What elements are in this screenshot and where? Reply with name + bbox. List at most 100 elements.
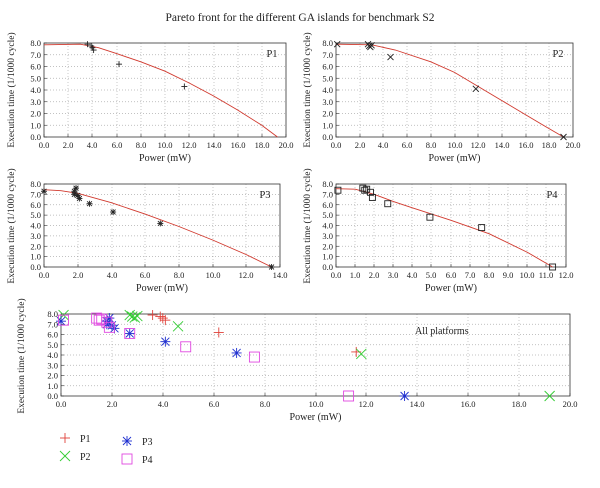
- data-point: [549, 263, 557, 271]
- x-tick-label: 4.0: [87, 140, 98, 150]
- panel-label: P2: [552, 49, 563, 60]
- data-point: [103, 321, 115, 333]
- data-point: [73, 185, 80, 192]
- y-tick-label: 1.0: [322, 252, 333, 262]
- marker-stroke: [343, 390, 355, 402]
- x-tick-label: 12.0: [359, 399, 374, 409]
- marker-stroke: [544, 390, 555, 402]
- x-tick-label: 2.0: [73, 270, 84, 280]
- y-tick-label: 5.0: [322, 210, 333, 220]
- x-tick-label: 3.0: [388, 270, 399, 280]
- marker-stroke: [125, 329, 135, 338]
- data-point: [544, 390, 555, 402]
- marker-stroke: [172, 320, 184, 332]
- y-axis-label: Execution time (1/1000 cycle): [6, 168, 17, 283]
- data-point: [86, 200, 93, 207]
- y-tick-label: 1.0: [322, 120, 333, 130]
- legend-item-p3: P3: [122, 436, 153, 448]
- chart-panel-3: 0.0 2.0 4.0 6.0 8.0 10.0 12.0 14.00.01.02.03.04…: [6, 168, 287, 294]
- x-tick-label: 6.0: [140, 270, 151, 280]
- marker-stroke: [549, 263, 557, 271]
- data-point: [147, 310, 158, 321]
- x-tick-label: 0.0: [331, 140, 342, 150]
- data-point: [248, 351, 260, 363]
- series-p3: [56, 313, 410, 401]
- data-point: [90, 47, 97, 54]
- y-tick-label: 6.0: [30, 62, 41, 72]
- legend-label: P1: [80, 434, 91, 445]
- y-tick-label: 6.0: [322, 200, 333, 210]
- x-tick-label: 18.0: [255, 140, 270, 150]
- data-point: [157, 220, 164, 227]
- marker-stroke: [359, 184, 367, 192]
- data-point: [116, 61, 123, 68]
- chart-panel-5: 0.0 2.0 4.0 6.0 8.0 10.0 12.0 14.0 16.0 18.0 20.0 0…: [16, 298, 577, 423]
- marker-stroke: [368, 194, 376, 201]
- data-point: [231, 347, 242, 358]
- x-tick-label: 7.0: [465, 270, 476, 280]
- marker-stroke: [400, 391, 409, 401]
- marker-stroke: [71, 191, 78, 198]
- marker-stroke: [355, 348, 367, 360]
- y-axis-label: Execution time (1/1000 cycle): [302, 168, 313, 283]
- x-tick-label: 14.0: [273, 270, 288, 280]
- data-point: [359, 184, 367, 192]
- x-tick-label: 8.0: [136, 140, 147, 150]
- data-point: [124, 328, 136, 339]
- marker-stroke: [368, 42, 375, 49]
- data-point: [268, 264, 275, 270]
- x-tick-label: 10.0: [158, 140, 173, 150]
- marker-stroke: [157, 220, 164, 227]
- y-tick-label: 7.0: [322, 189, 333, 199]
- y-tick-label: 4.0: [322, 221, 333, 231]
- chart-panel-2: 0.0 2.0 4.0 6.0 8.0 10.0 12.0 14.0 16.0 18.0 20.0 0…: [302, 32, 580, 164]
- x-tick-label: 8.0: [174, 270, 185, 280]
- data-point: [333, 40, 341, 48]
- x-tick-label: 6.0: [402, 140, 413, 150]
- data-point: [155, 311, 166, 322]
- data-point: [76, 195, 83, 202]
- x-tick-label: 10.0: [206, 270, 221, 280]
- marker-stroke: [472, 85, 480, 93]
- legend-marker: [59, 450, 71, 462]
- data-point: [181, 83, 188, 90]
- x-tick-label: 0.0: [331, 270, 342, 280]
- series-p2: [58, 309, 555, 402]
- chart-panel-4: 0.0 1.0 2.0 3.0 4.0 5.0 6.0 7.0 8.0 9.0 10.0 11.0 12…: [302, 168, 573, 294]
- marker-stroke: [426, 213, 434, 221]
- data-point: [355, 348, 367, 360]
- x-tick-label: 14.0: [495, 140, 510, 150]
- y-tick-label: 3.0: [47, 360, 58, 370]
- pareto-curve: [335, 43, 564, 138]
- data-point: [399, 391, 410, 401]
- legend-marker: [122, 436, 132, 446]
- marker-stroke: [126, 311, 138, 322]
- marker-stroke: [161, 337, 170, 346]
- x-tick-label: 4.0: [407, 270, 418, 280]
- y-tick-label: 2.0: [30, 241, 41, 251]
- x-axis-label: Power (mW): [429, 153, 481, 164]
- x-axis-label: Power (mW): [425, 283, 477, 294]
- x-tick-label: 14.0: [207, 140, 222, 150]
- marker-stroke: [268, 264, 275, 270]
- y-tick-label: 2.0: [30, 109, 41, 119]
- y-tick-label: 2.0: [322, 109, 333, 119]
- y-tick-label: 6.0: [47, 330, 58, 340]
- x-tick-label: 12.0: [471, 140, 486, 150]
- data-point: [58, 314, 69, 326]
- data-point: [472, 85, 480, 93]
- legend-marker: [121, 453, 133, 465]
- x-axis-label: Power (mW): [139, 153, 191, 164]
- y-tick-label: 3.0: [30, 97, 41, 107]
- x-tick-label: 6.0: [209, 399, 220, 409]
- data-point: [93, 314, 105, 326]
- marker-stroke: [560, 133, 567, 141]
- marker-stroke: [129, 312, 141, 323]
- y-tick-label: 3.0: [322, 231, 333, 241]
- y-tick-label: 8.0: [30, 38, 41, 48]
- legend-item-p4: P4: [121, 453, 153, 466]
- data-point: [124, 328, 135, 339]
- y-tick-label: 2.0: [322, 241, 333, 251]
- data-point: [172, 320, 184, 332]
- y-tick-label: 0.0: [322, 132, 333, 142]
